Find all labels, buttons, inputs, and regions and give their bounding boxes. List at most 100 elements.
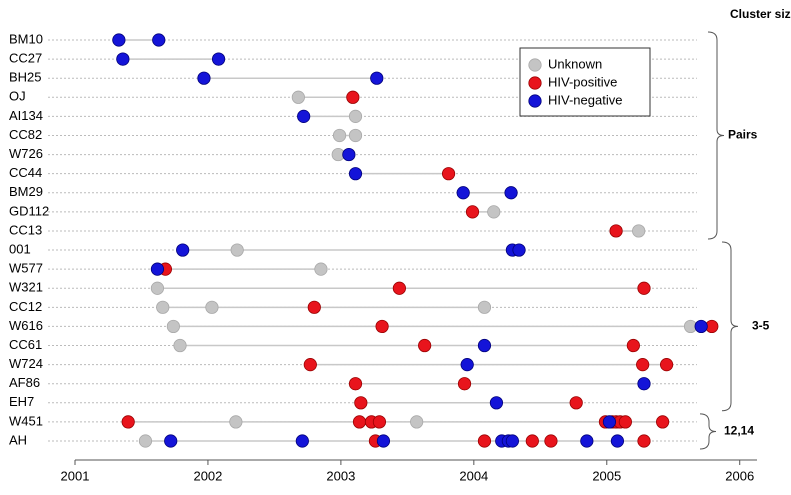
bracket (699, 413, 717, 450)
x-tick-label: 2003 (326, 468, 355, 483)
dot (150, 262, 165, 276)
dot (637, 434, 651, 448)
dot (637, 281, 651, 295)
row-label: CC13 (9, 222, 42, 237)
dot (303, 358, 317, 372)
dot (116, 52, 130, 66)
dot (602, 415, 617, 429)
dot (489, 396, 504, 410)
dot (477, 338, 492, 353)
dot (348, 167, 363, 181)
dot (456, 186, 470, 200)
dot (173, 338, 187, 353)
row-label: W726 (9, 146, 43, 161)
bracket (721, 241, 739, 412)
row-label: CC12 (9, 299, 42, 314)
group-label: 3-5 (752, 319, 770, 333)
row-label: BM10 (9, 31, 43, 46)
dot (609, 224, 623, 238)
dot (370, 71, 384, 85)
dot (121, 415, 135, 429)
dot (637, 377, 651, 391)
row-label: 001 (9, 241, 31, 256)
dot (460, 358, 474, 372)
x-tick-label: 2006 (725, 468, 754, 483)
row-label: CC61 (9, 337, 42, 352)
chart-title: Cluster sizes (730, 7, 791, 21)
dot (166, 319, 180, 334)
dot (229, 415, 243, 429)
dot (504, 186, 518, 200)
dot (465, 205, 480, 219)
legend-swatch (528, 58, 542, 72)
dot (348, 109, 363, 123)
x-tick-label: 2005 (592, 468, 621, 483)
row-label: AF86 (9, 375, 40, 390)
dot (544, 434, 558, 448)
dot (392, 281, 406, 295)
dot (580, 434, 594, 448)
dot (477, 434, 492, 448)
legend-label: HIV-positive (548, 74, 617, 89)
group-label: Pairs (728, 128, 758, 142)
dot (512, 243, 526, 257)
dot (477, 300, 492, 314)
legend-label: Unknown (548, 56, 602, 71)
dot (332, 128, 347, 143)
row-label: CC27 (9, 51, 42, 66)
dot (610, 434, 625, 448)
row-label: AH (9, 432, 27, 447)
dot (295, 434, 309, 448)
dot (230, 243, 244, 257)
legend-label: HIV-negative (548, 92, 622, 107)
row-label: CC44 (9, 165, 42, 180)
x-tick-label: 2004 (459, 468, 488, 483)
dot (197, 71, 211, 85)
dot (211, 52, 226, 66)
x-tick-label: 2002 (193, 468, 222, 483)
row-label: W321 (9, 280, 43, 295)
dot (418, 338, 432, 353)
dot (569, 396, 583, 410)
dot (307, 300, 321, 314)
dot (297, 109, 311, 123)
dot (525, 434, 539, 448)
dot (487, 205, 501, 219)
dot (618, 415, 632, 429)
dots (112, 33, 719, 448)
dot (632, 224, 646, 238)
legend-swatch (528, 76, 542, 90)
dot (505, 434, 519, 448)
dot (314, 262, 328, 276)
dot (441, 167, 456, 181)
dot (626, 338, 640, 353)
row-label: AI134 (9, 108, 43, 123)
dot (346, 90, 360, 104)
dot (457, 377, 472, 391)
dot (348, 377, 363, 391)
dot (348, 128, 363, 143)
dot (410, 415, 424, 429)
dot (156, 300, 170, 314)
dot (656, 415, 670, 429)
bracket (707, 31, 725, 240)
row-label: BM29 (9, 184, 43, 199)
dot (352, 415, 367, 429)
row-label: EH7 (9, 394, 34, 409)
row-label: W616 (9, 318, 43, 333)
row-label: GD112 (9, 203, 49, 218)
row-label: BH25 (9, 70, 42, 85)
dot (342, 147, 356, 162)
dot (138, 434, 153, 448)
legend-box (519, 47, 651, 117)
dot (150, 281, 165, 295)
dot (291, 90, 305, 104)
dot (164, 434, 178, 448)
dot (354, 396, 368, 410)
legend-swatch (528, 94, 542, 108)
group-label: 12,14 (724, 424, 754, 438)
dot (176, 243, 190, 257)
row-label: CC82 (9, 127, 42, 142)
dot (372, 415, 387, 429)
